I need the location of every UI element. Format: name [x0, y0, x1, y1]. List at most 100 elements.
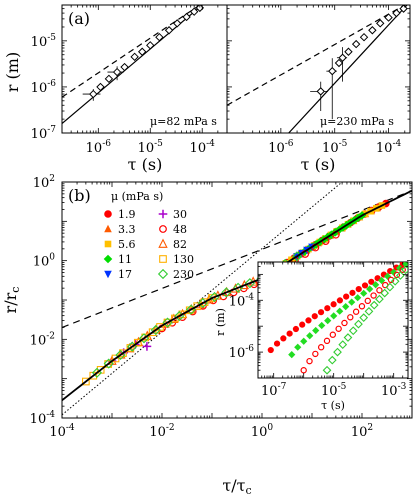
- data-point: [189, 7, 199, 16]
- legend-marker: [104, 270, 112, 279]
- x-tick-label: 10-4: [49, 423, 75, 440]
- inset-point: [318, 321, 326, 330]
- inset-point: [341, 319, 348, 327]
- inset-point: [360, 289, 368, 297]
- inset-point: [364, 306, 374, 316]
- inset-point: [375, 294, 384, 304]
- inset-ylabel: r (m): [214, 308, 227, 336]
- inset-x-tick-label: 10-7: [261, 382, 287, 399]
- legend-marker: [157, 268, 169, 280]
- legend-label: 30: [173, 208, 187, 221]
- inset-point: [317, 309, 325, 316]
- inset-x-tick-label: 10-5: [321, 382, 347, 399]
- inset-point: [359, 313, 369, 323]
- inset-point: [366, 285, 374, 293]
- inset-point: [396, 271, 405, 280]
- panel-b-inset: 10-7 10-5 10-3 10-6 10-4 r (m) τ (s): [214, 261, 409, 412]
- x-tick-label: 10-5: [322, 139, 348, 156]
- inset-point: [333, 347, 342, 357]
- inset-series-3: [322, 265, 408, 375]
- legend-label: 3.3: [118, 223, 136, 236]
- legend-marker: [159, 225, 167, 233]
- inset-point: [330, 312, 338, 320]
- inset-point: [330, 301, 337, 308]
- data-point: [182, 12, 191, 22]
- data-point: [89, 89, 98, 99]
- data-point: [120, 62, 129, 72]
- data-point: [359, 32, 369, 42]
- inset-point: [358, 303, 366, 310]
- data-point: [392, 8, 401, 18]
- panel-a-right-xlabel: τ (s): [301, 155, 336, 174]
- data-point: [172, 19, 182, 28]
- inset-point: [300, 367, 307, 374]
- inset-point: [343, 333, 353, 342]
- inset-point: [354, 319, 363, 329]
- inset-series-2: [300, 266, 406, 374]
- series-point: [163, 318, 172, 327]
- y-tick-label: 10-5: [31, 33, 57, 50]
- inset-point: [294, 343, 302, 351]
- panel-a-ylabel: r (m): [3, 52, 22, 92]
- legend-title: μ (mPa s): [111, 190, 163, 203]
- legend-marker: [104, 224, 112, 233]
- inset-point: [348, 298, 356, 306]
- data-point: [316, 87, 325, 96]
- legend-marker: [158, 209, 168, 219]
- inset-xlabel: τ (s): [321, 399, 345, 412]
- inset-point: [378, 276, 386, 285]
- series-point: [193, 302, 202, 311]
- inset-point: [288, 351, 296, 359]
- x-tick-label: 100: [251, 423, 274, 440]
- x-tick-label: 10-6: [268, 139, 294, 156]
- legend-label: 1.9: [118, 208, 136, 221]
- legend-label: 5.6: [118, 238, 136, 251]
- legend-label: 82: [173, 238, 187, 251]
- data-point: [112, 67, 122, 77]
- y-tick-label: 10-6: [31, 79, 57, 96]
- inset-point: [376, 287, 383, 294]
- inset-point: [300, 337, 308, 345]
- inset-point: [329, 331, 337, 338]
- asymptote-dashed: [62, 190, 412, 329]
- series-point: [82, 377, 90, 386]
- inset-point: [292, 325, 300, 333]
- inset-point: [390, 268, 398, 276]
- inset-point: [306, 357, 313, 365]
- panel-b: 10-4 10-2 100 102 10-4 10-2 100 102 (b) μ (mPa …: [30, 174, 413, 440]
- inset-point: [401, 265, 408, 275]
- inset-y-tick-label: 10-4: [229, 292, 255, 309]
- inset-point: [348, 326, 358, 336]
- data-point: [138, 47, 147, 56]
- legend-marker: [103, 254, 113, 264]
- data-point: [328, 66, 337, 76]
- inset-point: [369, 300, 379, 310]
- data-point: [376, 19, 385, 28]
- data-point: [104, 74, 114, 84]
- inset-point: [273, 340, 281, 347]
- inset-point: [393, 271, 401, 279]
- inset-point: [347, 314, 354, 321]
- data-point: [96, 82, 105, 92]
- inset-point: [364, 297, 371, 305]
- x-tick-label: 10-6: [86, 139, 112, 156]
- legend-label: 230: [173, 268, 194, 281]
- inset-point: [312, 350, 319, 358]
- inset-point: [385, 282, 395, 292]
- inset-point: [327, 355, 337, 365]
- inset-point: [354, 294, 362, 302]
- x-tick-label: 10-2: [149, 423, 174, 440]
- inset-point: [305, 317, 312, 324]
- inset-point: [280, 335, 287, 342]
- data-point: [351, 39, 361, 49]
- inset-point: [299, 321, 306, 328]
- fit-line-dashed: [227, 5, 406, 106]
- data-point: [130, 52, 139, 62]
- panel-a-right-annotation: μ=230 mPa s: [320, 115, 394, 128]
- y-tick-label: 102: [33, 174, 55, 191]
- panel-a-left-xlabel: τ (s): [128, 155, 163, 174]
- x-tick-label: 10-4: [190, 139, 216, 156]
- inset-point: [323, 337, 331, 345]
- inset-point: [399, 266, 406, 273]
